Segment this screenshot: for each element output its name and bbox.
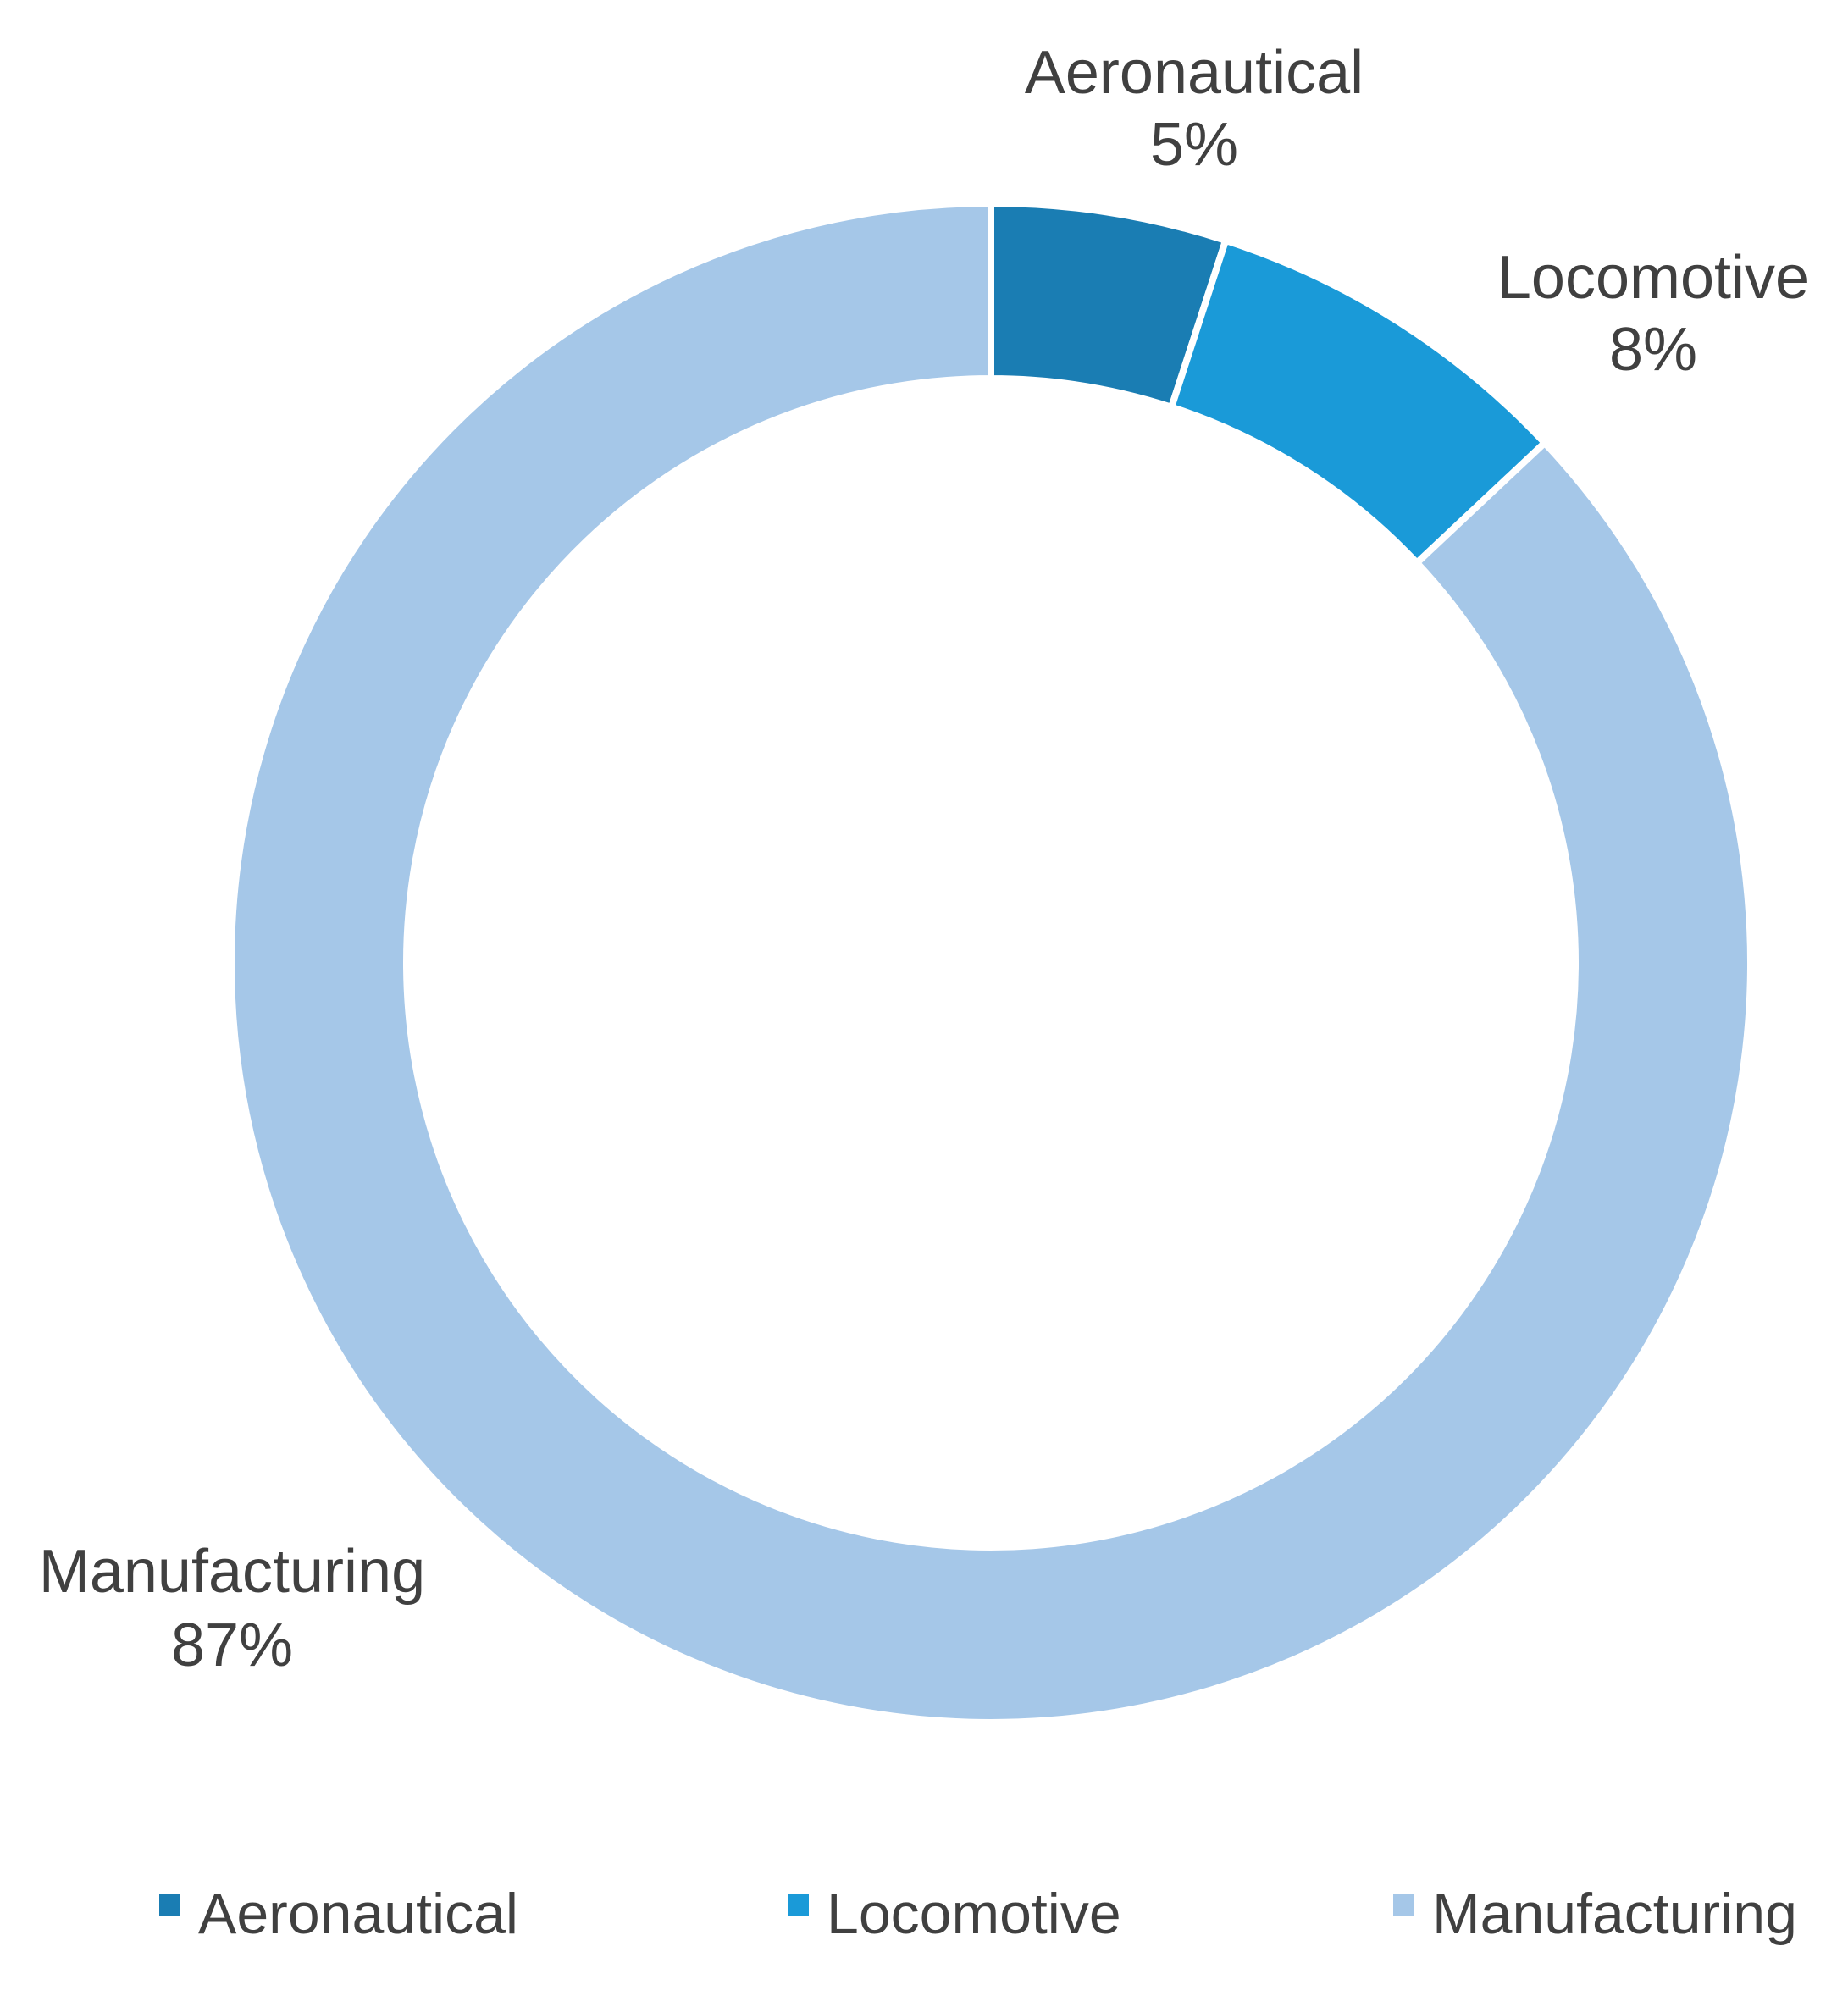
data-label-locomotive-value: 8% — [1609, 316, 1697, 384]
data-label-aeronautical-name: Aeronautical — [1025, 39, 1364, 107]
legend-label-locomotive: Locomotive — [827, 1882, 1121, 1946]
data-label-locomotive: Locomotive 8% — [1497, 244, 1809, 384]
legend: Aeronautical Locomotive Manufacturing — [159, 1882, 1797, 1946]
legend-item-manufacturing: Manufacturing — [1393, 1882, 1797, 1946]
legend-swatch-aeronautical — [159, 1894, 180, 1916]
legend-label-aeronautical: Aeronautical — [198, 1882, 518, 1946]
legend-swatch-locomotive — [788, 1894, 809, 1916]
data-label-manufacturing-name: Manufacturing — [39, 1538, 425, 1606]
data-label-manufacturing-value: 87% — [171, 1612, 293, 1679]
data-label-locomotive-name: Locomotive — [1497, 244, 1809, 312]
slice-manufacturing — [228, 200, 1754, 1726]
data-label-manufacturing: Manufacturing 87% — [39, 1538, 425, 1679]
legend-item-locomotive: Locomotive — [788, 1882, 1121, 1946]
data-label-aeronautical: Aeronautical 5% — [1025, 39, 1364, 179]
donut-slices — [228, 200, 1754, 1726]
legend-swatch-manufacturing — [1393, 1894, 1414, 1916]
data-label-aeronautical-value: 5% — [1150, 111, 1238, 179]
legend-label-manufacturing: Manufacturing — [1432, 1882, 1797, 1946]
legend-item-aeronautical: Aeronautical — [159, 1882, 518, 1946]
